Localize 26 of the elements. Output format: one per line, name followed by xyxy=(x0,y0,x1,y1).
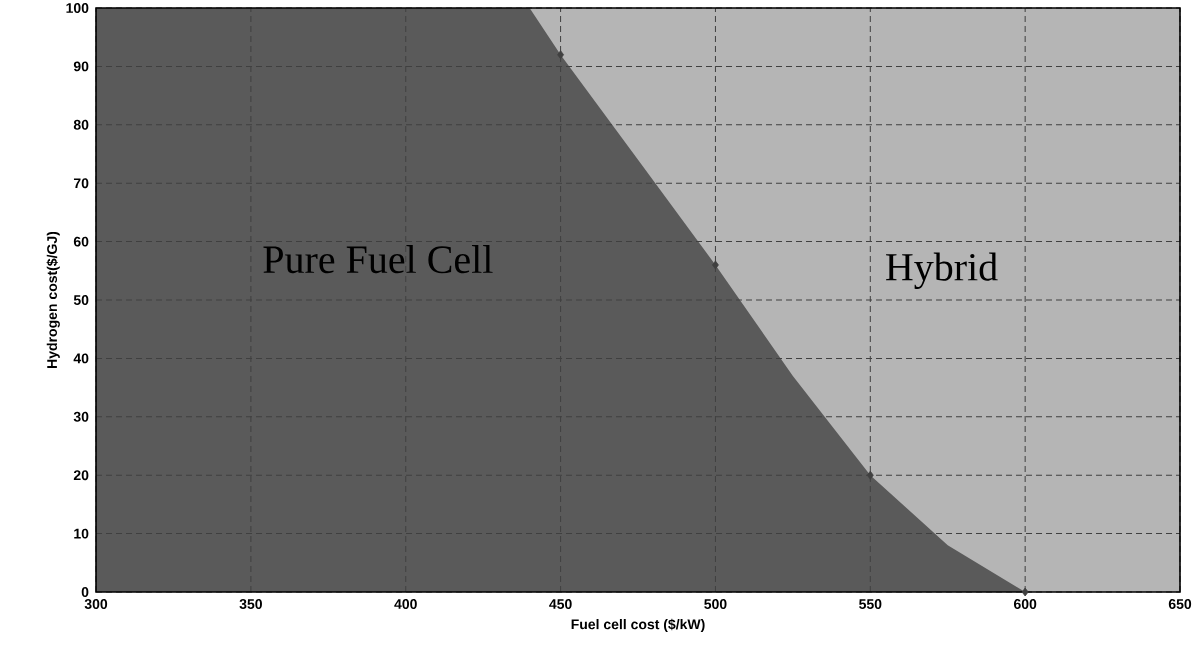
annotation: Pure Fuel Cell xyxy=(263,245,493,274)
y-tick-label: 90 xyxy=(73,61,89,72)
x-tick-label: 600 xyxy=(1013,599,1037,609)
annotation: Hybrid xyxy=(886,252,998,289)
y-tick-label: 60 xyxy=(73,236,89,247)
x-tick-label: 550 xyxy=(859,599,882,609)
y-tick-label: 80 xyxy=(73,119,89,130)
y-axis-title: Hydrogen cost($/GJ) xyxy=(46,231,60,368)
x-tick-label: 500 xyxy=(704,599,727,609)
point xyxy=(1021,587,1029,597)
y-tick-label: 50 xyxy=(73,295,89,305)
y-tick-label: 30 xyxy=(73,411,89,422)
y-tick-label: 40 xyxy=(73,353,89,364)
y-tick-label: 0 xyxy=(81,587,89,597)
point xyxy=(866,470,874,480)
point xyxy=(712,260,719,270)
x-tick-label: 400 xyxy=(394,599,417,609)
x-axis-title: Fuel cell cost ($/kW) xyxy=(571,618,705,633)
x-tick-label: 450 xyxy=(549,599,572,609)
x-tick-label: 350 xyxy=(239,599,262,609)
x-tick-label: 650 xyxy=(1168,599,1192,609)
y-tick-label: 100 xyxy=(66,3,89,13)
x-tick-label: 300 xyxy=(84,599,108,609)
y-tick-label: 10 xyxy=(74,528,89,539)
y-tick-label: 20 xyxy=(73,470,89,481)
y-tick-label: 70 xyxy=(73,178,89,189)
